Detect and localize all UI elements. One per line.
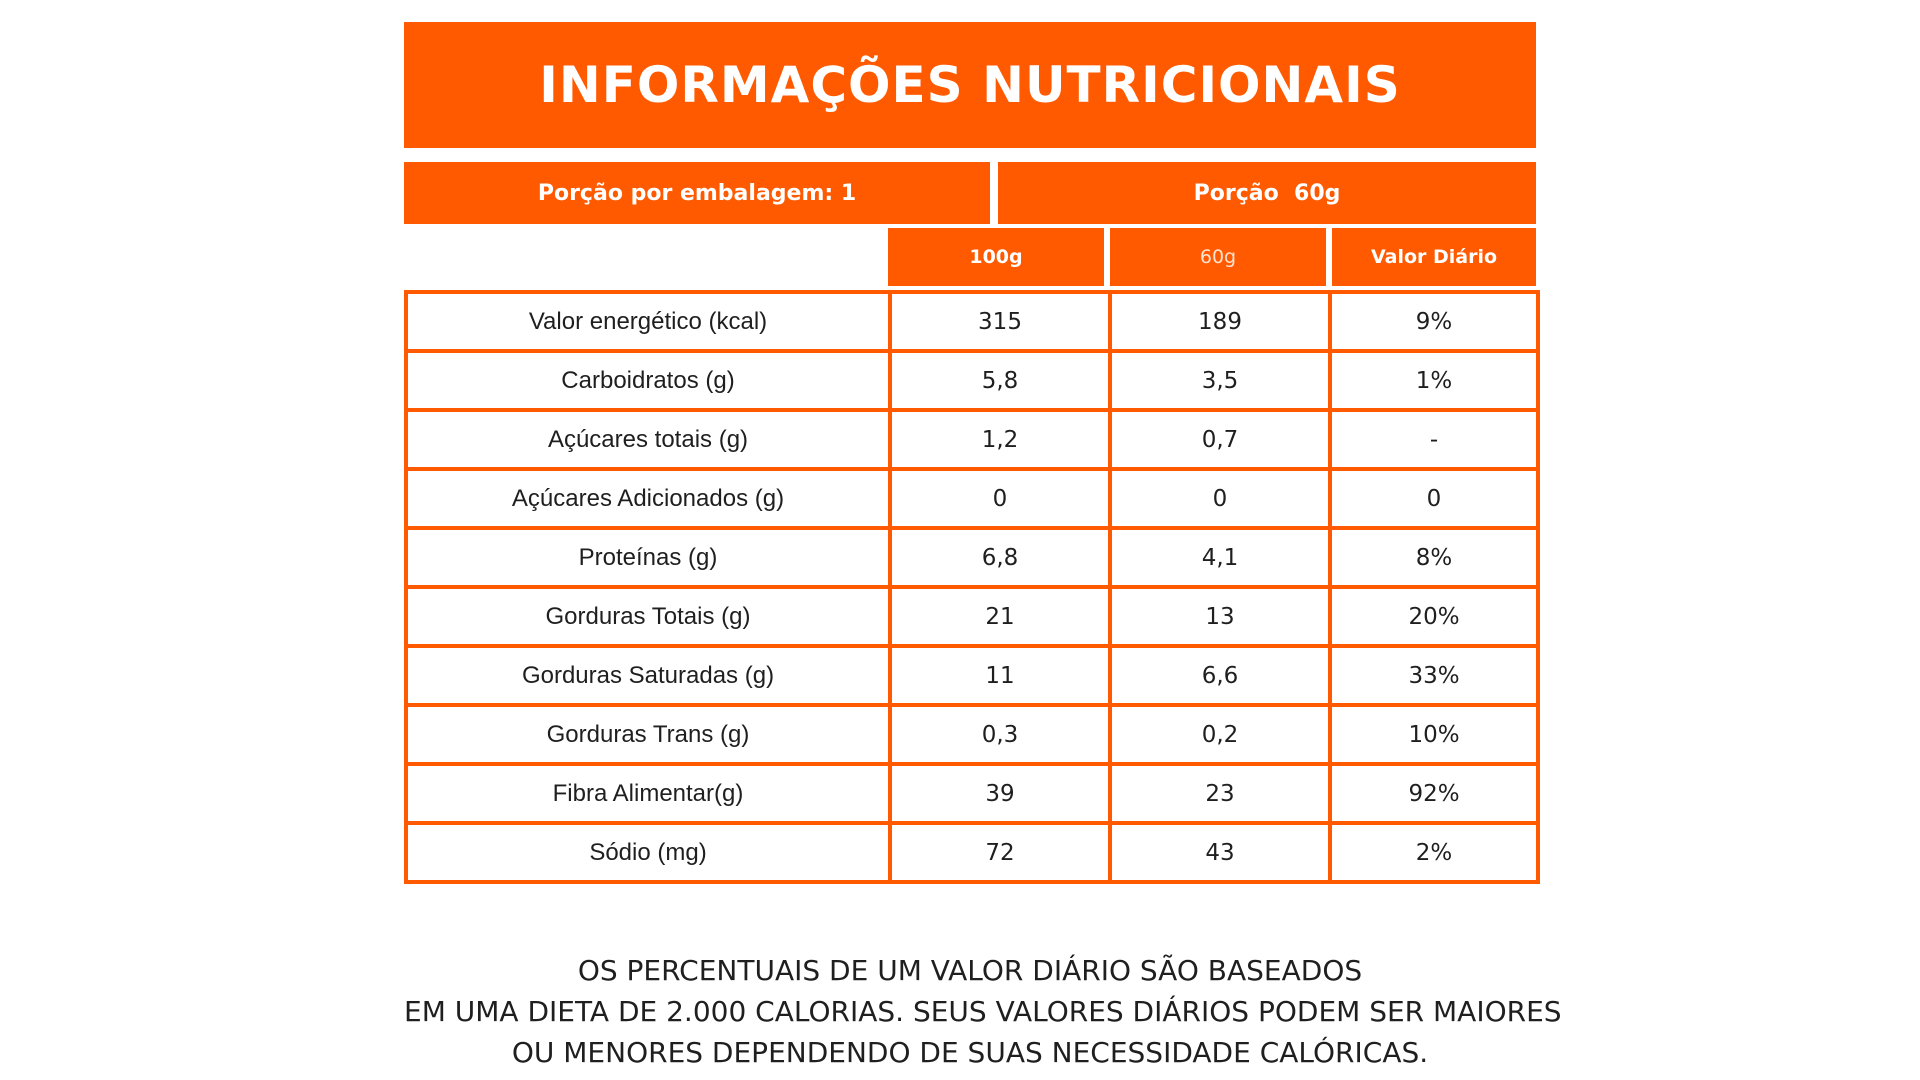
nutrient-label: Açúcares Adicionados (g) (404, 467, 892, 530)
nutrient-label: Sódio (mg) (404, 821, 892, 884)
daily-value: 33% (1328, 644, 1540, 707)
nutrition-table: Valor energético (kcal) 315 189 9% Carbo… (404, 290, 1540, 884)
daily-value: 1% (1328, 349, 1540, 412)
value-100g: 0 (888, 467, 1112, 530)
value-60g: 43 (1108, 821, 1332, 884)
daily-value-footnote: OS PERCENTUAIS DE UM VALOR DIÁRIO SÃO BA… (404, 950, 1562, 1073)
daily-value: 2% (1328, 821, 1540, 884)
table-row: Gorduras Trans (g) 0,3 0,2 10% (404, 703, 1540, 766)
nutrient-label: Gorduras Saturadas (g) (404, 644, 892, 707)
value-60g: 4,1 (1108, 526, 1332, 589)
value-100g: 21 (888, 585, 1112, 648)
title-banner: INFORMAÇÕES NUTRICIONAIS (404, 22, 1536, 148)
value-60g: 6,6 (1108, 644, 1332, 707)
column-header-daily-value: Valor Diário (1332, 228, 1536, 286)
nutrition-table-grid: Valor energético (kcal) 315 189 9% Carbo… (404, 290, 1540, 884)
nutrient-label: Valor energético (kcal) (404, 290, 892, 353)
daily-value: - (1328, 408, 1540, 471)
table-row: Sódio (mg) 72 43 2% (404, 821, 1540, 884)
value-60g: 13 (1108, 585, 1332, 648)
value-100g: 5,8 (888, 349, 1112, 412)
daily-value: 0 (1328, 467, 1540, 530)
value-60g: 0,7 (1108, 408, 1332, 471)
value-60g: 189 (1108, 290, 1332, 353)
table-row: Valor energético (kcal) 315 189 9% (404, 290, 1540, 353)
nutrient-label: Fibra Alimentar(g) (404, 762, 892, 825)
portions-per-package: Porção por embalagem: 1 (404, 162, 990, 224)
table-row: Gorduras Totais (g) 21 13 20% (404, 585, 1540, 648)
value-60g: 23 (1108, 762, 1332, 825)
value-100g: 39 (888, 762, 1112, 825)
value-100g: 72 (888, 821, 1112, 884)
column-header-100g: 100g (888, 228, 1104, 286)
page-title: INFORMAÇÕES NUTRICIONAIS (539, 56, 1401, 114)
footnote-line: EM UMA DIETA DE 2.000 CALORIAS. SEUS VAL… (404, 995, 1562, 1028)
value-100g: 11 (888, 644, 1112, 707)
value-100g: 0,3 (888, 703, 1112, 766)
nutrient-label: Proteínas (g) (404, 526, 892, 589)
value-60g: 0 (1108, 467, 1332, 530)
nutrient-label: Carboidratos (g) (404, 349, 892, 412)
daily-value: 10% (1328, 703, 1540, 766)
daily-value: 92% (1328, 762, 1540, 825)
value-60g: 0,2 (1108, 703, 1332, 766)
table-row: Gorduras Saturadas (g) 11 6,6 33% (404, 644, 1540, 707)
value-60g: 3,5 (1108, 349, 1332, 412)
column-header-60g: 60g (1110, 228, 1326, 286)
daily-value: 9% (1328, 290, 1540, 353)
table-row: Carboidratos (g) 5,8 3,5 1% (404, 349, 1540, 412)
footnote-line: OS PERCENTUAIS DE UM VALOR DIÁRIO SÃO BA… (577, 954, 1363, 987)
table-row: Proteínas (g) 6,8 4,1 8% (404, 526, 1540, 589)
value-100g: 315 (888, 290, 1112, 353)
footnote-line: OU MENORES DEPENDENDO DE SUAS NECESSIDAD… (511, 1036, 1429, 1069)
table-row: Fibra Alimentar(g) 39 23 92% (404, 762, 1540, 825)
portion-size: Porção 60g (998, 162, 1536, 224)
nutrient-label: Açúcares totais (g) (404, 408, 892, 471)
table-row: Açúcares Adicionados (g) 0 0 0 (404, 467, 1540, 530)
daily-value: 8% (1328, 526, 1540, 589)
daily-value: 20% (1328, 585, 1540, 648)
table-row: Açúcares totais (g) 1,2 0,7 - (404, 408, 1540, 471)
nutrient-label: Gorduras Trans (g) (404, 703, 892, 766)
nutrient-label: Gorduras Totais (g) (404, 585, 892, 648)
value-100g: 6,8 (888, 526, 1112, 589)
value-100g: 1,2 (888, 408, 1112, 471)
